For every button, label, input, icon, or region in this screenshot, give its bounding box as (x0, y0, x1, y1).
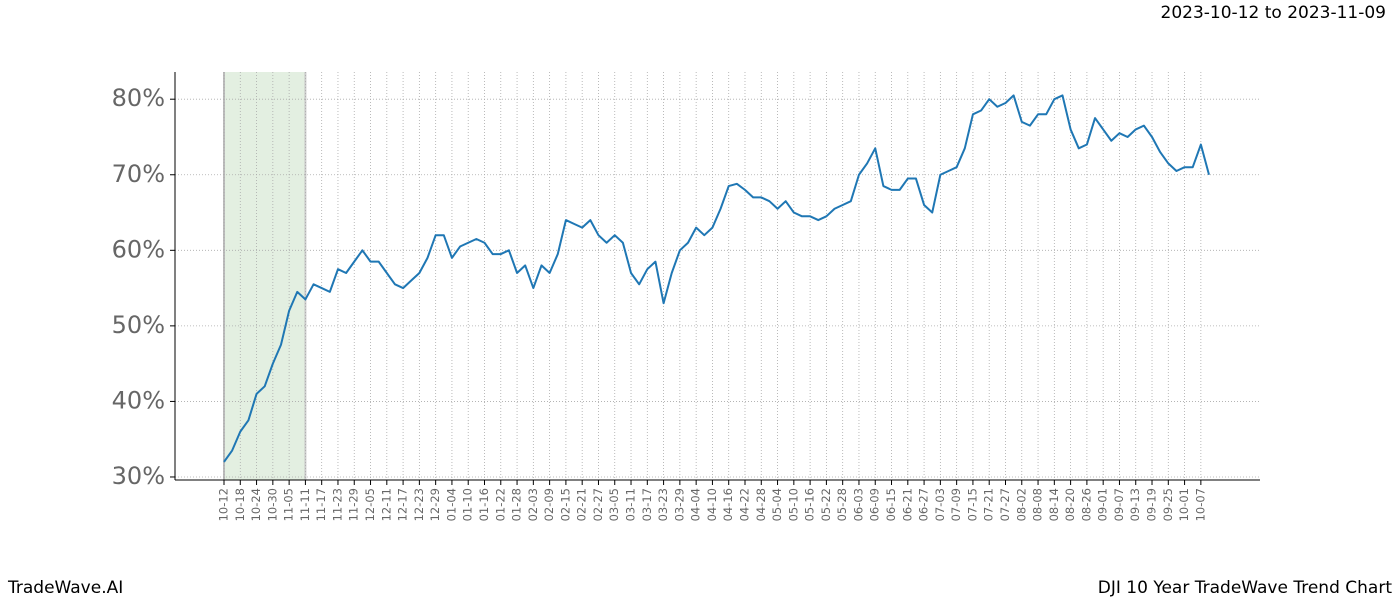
x-tick-label: 06-09 (868, 488, 882, 521)
x-tick-label: 11-17 (314, 488, 328, 521)
x-tick-label: 08-20 (1063, 488, 1077, 521)
x-tick-label: 12-23 (412, 488, 426, 521)
x-tick-label: 12-05 (363, 488, 377, 521)
x-tick-label: 09-01 (1096, 488, 1110, 521)
x-tick-label: 02-27 (591, 488, 605, 521)
x-tick-label: 01-28 (510, 488, 524, 521)
x-tick-label: 09-13 (1128, 488, 1142, 521)
x-tick-label: 11-11 (298, 488, 312, 521)
x-tick-label: 01-22 (493, 488, 507, 521)
y-tick-label: 30% (112, 462, 165, 490)
x-tick-label: 03-17 (640, 488, 654, 521)
x-tick-label: 06-21 (900, 488, 914, 521)
x-tick-label: 08-02 (1014, 488, 1028, 521)
x-tick-label: 09-07 (1112, 488, 1126, 521)
x-tick-label: 10-07 (1193, 488, 1207, 521)
x-tick-label: 05-22 (819, 488, 833, 521)
y-tick-label: 60% (112, 235, 165, 263)
x-tick-label: 07-15 (965, 488, 979, 521)
x-tick-label: 11-05 (282, 488, 296, 521)
x-tick-label: 11-29 (347, 488, 361, 521)
x-tick-label: 05-10 (786, 488, 800, 521)
x-tick-label: 04-28 (754, 488, 768, 521)
x-tick-label: 01-16 (477, 488, 491, 521)
x-tick-label: 02-03 (526, 488, 540, 521)
x-tick-label: 05-16 (803, 488, 817, 521)
x-tick-label: 05-28 (835, 488, 849, 521)
x-tick-label: 03-29 (672, 488, 686, 521)
x-tick-label: 05-04 (770, 488, 784, 521)
x-tick-label: 10-30 (265, 488, 279, 521)
y-tick-label: 40% (112, 386, 165, 414)
x-tick-label: 01-10 (461, 488, 475, 521)
x-tick-label: 07-21 (982, 488, 996, 521)
x-tick-label: 07-27 (998, 488, 1012, 521)
x-tick-label: 10-24 (249, 488, 263, 521)
x-tick-label: 12-17 (396, 488, 410, 521)
x-tick-label: 10-01 (1177, 488, 1191, 521)
x-tick-label: 08-26 (1079, 488, 1093, 521)
x-tick-label: 04-22 (737, 488, 751, 521)
x-tick-label: 12-11 (379, 488, 393, 521)
x-tick-label: 09-19 (1145, 488, 1159, 521)
x-tick-label: 06-15 (884, 488, 898, 521)
x-tick-label: 07-03 (933, 488, 947, 521)
x-tick-label: 10-12 (217, 488, 231, 521)
date-range: 2023-10-12 to 2023-11-09 (1161, 3, 1386, 23)
x-tick-label: 04-16 (721, 488, 735, 521)
brand: TradeWave.AI (7, 578, 123, 598)
y-tick-label: 70% (112, 160, 165, 188)
x-tick-label: 03-05 (607, 488, 621, 521)
x-tick-label: 12-29 (428, 488, 442, 521)
trend-line (223, 94, 1210, 463)
x-tick-label: 02-09 (542, 488, 556, 521)
highlight-window (224, 72, 306, 480)
x-tick-label: 03-23 (656, 488, 670, 521)
x-tick-label: 10-18 (233, 488, 247, 521)
x-tick-label: 02-21 (575, 488, 589, 521)
chart-name: DJI 10 Year TradeWave Trend Chart (1098, 578, 1393, 598)
x-tick-label: 07-09 (949, 488, 963, 521)
x-tick-label: 01-04 (444, 488, 458, 521)
x-tick-label: 02-15 (558, 488, 572, 521)
x-tick-label: 06-03 (851, 488, 865, 521)
x-tick-label: 08-14 (1047, 488, 1061, 521)
x-tick-label: 11-23 (330, 488, 344, 521)
y-tick-label: 50% (112, 311, 165, 339)
x-tick-label: 06-27 (917, 488, 931, 521)
y-tick-label: 80% (112, 84, 165, 112)
x-tick-label: 09-25 (1161, 488, 1175, 521)
x-tick-label: 04-10 (705, 488, 719, 521)
x-tick-label: 04-04 (689, 488, 703, 521)
x-tick-label: 03-11 (624, 488, 638, 521)
x-tick-label: 08-08 (1031, 488, 1045, 521)
